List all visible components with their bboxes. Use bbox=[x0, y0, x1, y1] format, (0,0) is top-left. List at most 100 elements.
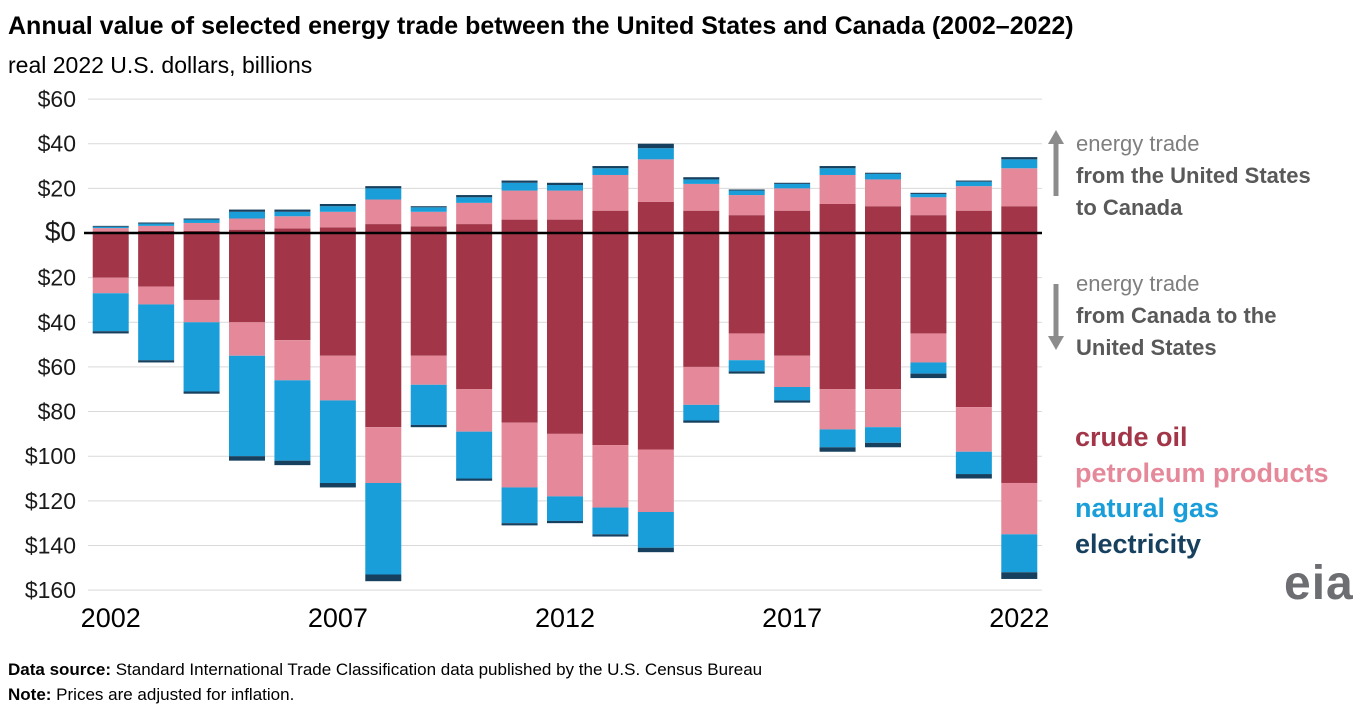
bar-2017-down-natural-gas bbox=[774, 387, 811, 401]
bar-2003-up-natural-gas bbox=[138, 223, 175, 226]
bar-2012-up-crude-oil bbox=[547, 219, 583, 233]
annotation-us-to-canada: energy trade from the United States to Ca… bbox=[1048, 128, 1348, 224]
y-axis-label: $80 bbox=[38, 399, 76, 425]
bar-2018-down-natural-gas bbox=[819, 429, 856, 448]
bar-2004-down-crude-oil bbox=[183, 233, 220, 300]
bar-2011-down-crude-oil bbox=[501, 233, 538, 423]
bar-2014-down-petroleum-products bbox=[637, 449, 674, 512]
chart-title: Annual value of selected energy trade be… bbox=[8, 12, 1074, 40]
bar-2007-down-natural-gas bbox=[319, 400, 356, 483]
bar-2020-up-petroleum-products bbox=[910, 197, 947, 216]
bar-2017-down-crude-oil bbox=[774, 233, 811, 356]
bar-2003-up-electricity bbox=[138, 222, 175, 224]
bar-2019-down-crude-oil bbox=[865, 233, 901, 390]
bar-2003-down-petroleum-products bbox=[138, 286, 175, 305]
y-axis-label: $20 bbox=[38, 175, 76, 201]
bar-2020-down-petroleum-products bbox=[910, 333, 947, 363]
bar-2012-down-petroleum-products bbox=[547, 433, 583, 497]
bar-2012-up-natural-gas bbox=[547, 185, 583, 191]
bar-2009-down-electricity bbox=[410, 424, 447, 428]
bar-2006-down-electricity bbox=[274, 460, 311, 466]
bar-2022-down-petroleum-products bbox=[1001, 482, 1038, 535]
bar-2002-down-crude-oil bbox=[92, 233, 129, 278]
legend-item-petroleum-products: petroleum products bbox=[1075, 457, 1329, 488]
bar-2009-down-natural-gas bbox=[410, 384, 447, 425]
bar-2009-down-petroleum-products bbox=[410, 355, 447, 385]
bar-2013-down-natural-gas bbox=[592, 507, 629, 535]
bar-2020-up-crude-oil bbox=[910, 215, 947, 233]
bar-2016-up-electricity bbox=[728, 189, 765, 191]
bar-2008-down-natural-gas bbox=[365, 482, 402, 575]
bar-2017-down-petroleum-products bbox=[774, 355, 811, 388]
bar-2012-up-petroleum-products bbox=[547, 190, 583, 220]
bar-2006-down-crude-oil bbox=[274, 233, 311, 341]
bar-2009-up-petroleum-products bbox=[410, 211, 447, 227]
y-axis-label: $0 bbox=[45, 216, 76, 247]
annotation-text: energy trade from the United States to Ca… bbox=[1076, 128, 1311, 224]
x-axis-label: 2012 bbox=[535, 603, 595, 633]
bar-2020-up-natural-gas bbox=[910, 193, 947, 198]
bar-2008-up-crude-oil bbox=[365, 224, 402, 233]
bar-2021-down-natural-gas bbox=[955, 451, 992, 475]
bar-2014-up-natural-gas bbox=[637, 148, 674, 160]
bar-2019-up-electricity bbox=[865, 172, 901, 174]
down-arrow-icon bbox=[1048, 268, 1064, 364]
bar-2021-up-natural-gas bbox=[955, 181, 992, 187]
bar-2002-up-petroleum-products bbox=[92, 228, 129, 232]
bar-2010-down-petroleum-products bbox=[456, 389, 493, 432]
bar-2006-down-petroleum-products bbox=[274, 340, 311, 381]
bar-2016-down-petroleum-products bbox=[728, 333, 765, 361]
bar-2009-up-crude-oil bbox=[410, 226, 447, 233]
bar-2002-up-natural-gas bbox=[92, 226, 129, 229]
up-arrow-icon bbox=[1048, 128, 1064, 224]
y-axis-label: $60 bbox=[38, 86, 76, 112]
bar-2005-down-crude-oil bbox=[229, 233, 265, 323]
bar-2016-up-natural-gas bbox=[728, 190, 765, 196]
bar-2014-down-crude-oil bbox=[637, 233, 674, 450]
bar-2008-down-petroleum-products bbox=[365, 427, 402, 483]
bar-2008-down-crude-oil bbox=[365, 233, 402, 428]
bar-2021-down-petroleum-products bbox=[955, 407, 992, 452]
bar-2008-up-natural-gas bbox=[365, 188, 402, 200]
bar-2018-up-petroleum-products bbox=[819, 174, 856, 204]
bar-2007-down-crude-oil bbox=[319, 233, 356, 356]
note-label: Note: bbox=[8, 684, 52, 704]
y-axis-label: $20 bbox=[38, 265, 76, 291]
bar-2009-up-natural-gas bbox=[410, 207, 447, 212]
bar-2002-up-electricity bbox=[92, 225, 129, 227]
bar-2018-down-electricity bbox=[819, 447, 856, 452]
annotation-plain: energy trade bbox=[1076, 271, 1200, 296]
bar-2015-down-petroleum-products bbox=[683, 366, 720, 405]
y-axis-label: $40 bbox=[38, 309, 76, 335]
bar-2017-up-natural-gas bbox=[774, 183, 811, 189]
bar-2002-down-electricity bbox=[92, 331, 129, 334]
bar-2018-down-crude-oil bbox=[819, 233, 856, 390]
bar-2011-down-petroleum-products bbox=[501, 422, 538, 488]
bar-2002-down-natural-gas bbox=[92, 293, 129, 332]
eia-logo: eia bbox=[1284, 557, 1354, 610]
bar-2013-up-electricity bbox=[592, 166, 629, 169]
note-line: Note: Prices are adjusted for inflation. bbox=[8, 683, 762, 708]
bar-2012-up-electricity bbox=[547, 182, 583, 186]
bar-2005-down-natural-gas bbox=[229, 355, 265, 457]
bar-2019-down-electricity bbox=[865, 442, 901, 448]
legend-item-electricity: electricity bbox=[1075, 528, 1202, 559]
bar-2012-down-natural-gas bbox=[547, 496, 583, 521]
bar-2011-up-natural-gas bbox=[501, 182, 538, 191]
annotation-text: energy trade from Canada to the United St… bbox=[1076, 268, 1311, 364]
bar-2002-down-petroleum-products bbox=[92, 277, 129, 294]
bar-2021-down-electricity bbox=[955, 474, 992, 479]
footer: Data source: Standard International Trad… bbox=[8, 658, 762, 707]
bar-2017-up-electricity bbox=[774, 182, 811, 184]
y-axis-label: $60 bbox=[38, 354, 76, 380]
bar-2022-down-crude-oil bbox=[1001, 233, 1038, 483]
bar-2004-down-petroleum-products bbox=[183, 299, 220, 323]
bar-2015-up-petroleum-products bbox=[683, 183, 720, 211]
bar-2014-up-electricity bbox=[637, 143, 674, 149]
bar-2022-down-natural-gas bbox=[1001, 534, 1038, 573]
bar-2022-up-electricity bbox=[1001, 157, 1038, 160]
legend: crude oil petroleum products natural gas… bbox=[1075, 420, 1335, 563]
annotation-bold: from the United States to Canada bbox=[1076, 162, 1311, 220]
bar-2021-up-electricity bbox=[955, 180, 992, 182]
